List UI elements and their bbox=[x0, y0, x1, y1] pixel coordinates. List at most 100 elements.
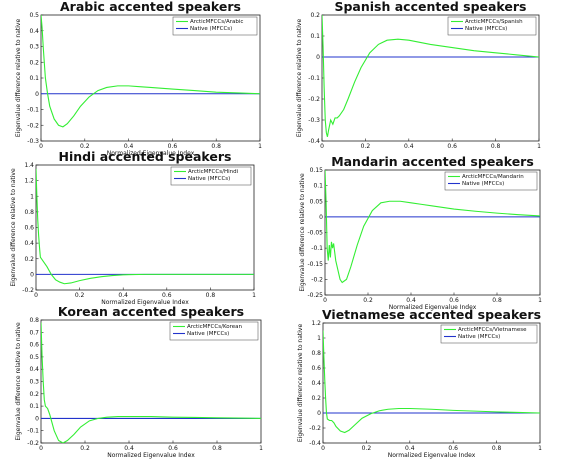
legend-entry: ArcticMFCCs/Spanish bbox=[465, 19, 523, 25]
x-tick-label: 0.4 bbox=[118, 292, 128, 299]
x-tick-label: 1 bbox=[259, 445, 263, 452]
y-tick-label: 0.2 bbox=[310, 12, 320, 19]
x-axis-label: Normalized Eigenvalue Index bbox=[101, 299, 189, 306]
chart-title: Hindi accented speakers bbox=[59, 149, 232, 164]
y-tick-label: -0.2 bbox=[27, 122, 39, 129]
accented-series-line bbox=[325, 170, 540, 284]
y-tick-label: 0.1 bbox=[313, 183, 323, 190]
y-tick-label: 0.7 bbox=[29, 329, 39, 336]
x-axis-label: Normalized Eigenvalue Index bbox=[388, 452, 476, 459]
chart-title: Arabic accented speakers bbox=[60, 0, 241, 14]
x-tick-label: 0.8 bbox=[492, 445, 502, 452]
x-tick-label: 0.8 bbox=[206, 292, 216, 299]
y-tick-label: 0 bbox=[35, 415, 39, 422]
plot-area bbox=[324, 169, 541, 296]
y-tick-label: -0.1 bbox=[311, 245, 323, 252]
x-tick-label: 0.8 bbox=[491, 143, 501, 150]
y-tick-label: -0.3 bbox=[308, 117, 320, 124]
plot-area bbox=[35, 164, 255, 291]
y-axis-label: Eigenvalue difference relative to native bbox=[10, 168, 17, 287]
x-tick-label: 0.2 bbox=[80, 143, 90, 150]
x-tick-label: 0.4 bbox=[124, 143, 134, 150]
y-tick-label: -0.1 bbox=[27, 107, 39, 114]
chart-panel: Hindi accented speakers 0 0.2 0.4 0.6 0.8 1 -0.… bbox=[10, 149, 256, 306]
y-tick-label: -0.15 bbox=[307, 261, 323, 268]
y-tick-label: 0.15 bbox=[310, 167, 324, 174]
y-tick-label: 1.4 bbox=[24, 162, 34, 169]
y-tick-label: -0.1 bbox=[308, 75, 320, 82]
chart-title: Korean accented speakers bbox=[58, 304, 244, 319]
y-tick-label: 0.4 bbox=[24, 240, 34, 247]
y-tick-label: -0.3 bbox=[27, 138, 39, 145]
y-tick-label: 0.2 bbox=[24, 256, 34, 263]
legend-entry: Native (MFCCs) bbox=[187, 331, 229, 337]
chart-panel: Korean accented speakers 0 0.2 0.4 0.6 0.8 1 -0… bbox=[15, 304, 263, 459]
x-axis-label: Normalized Eigenvalue Index bbox=[389, 304, 477, 311]
y-tick-label: 0.2 bbox=[29, 59, 39, 66]
x-tick-label: 0.2 bbox=[363, 297, 373, 304]
x-tick-label: 0.6 bbox=[447, 143, 457, 150]
y-tick-label: -0.1 bbox=[27, 428, 39, 435]
y-tick-label: 1 bbox=[30, 193, 34, 200]
x-axis-label: Normalized Eigenvalue Index bbox=[107, 452, 195, 459]
legend-entry: ArcticMFCCs/Vietnamese bbox=[458, 327, 527, 333]
y-tick-label: -0.2 bbox=[22, 287, 34, 294]
x-tick-label: 1 bbox=[258, 143, 262, 150]
y-tick-label: 0.3 bbox=[29, 44, 39, 51]
y-tick-label: 0.05 bbox=[310, 198, 324, 205]
y-tick-label: 0.3 bbox=[29, 379, 39, 386]
legend-entry: Native (MFCCs) bbox=[458, 334, 500, 340]
y-tick-label: 1.2 bbox=[24, 178, 34, 185]
accented-series-line bbox=[323, 330, 540, 434]
y-tick-label: -0.2 bbox=[309, 425, 321, 432]
x-tick-label: 0 bbox=[34, 292, 38, 299]
y-tick-label: 0.8 bbox=[29, 317, 39, 324]
y-axis-label: Eigenvalue difference relative to native bbox=[15, 322, 22, 441]
y-tick-label: 0.4 bbox=[29, 28, 39, 35]
y-tick-label: 0 bbox=[316, 54, 320, 61]
x-axis-label: Normalized Eigenvalue Index bbox=[107, 150, 195, 157]
x-tick-label: 0.4 bbox=[406, 297, 416, 304]
accented-series-line bbox=[41, 15, 260, 128]
legend-entry: Native (MFCCs) bbox=[190, 26, 232, 32]
y-tick-label: 0 bbox=[317, 410, 321, 417]
legend-box bbox=[169, 321, 259, 341]
x-tick-label: 0 bbox=[323, 297, 327, 304]
legend-box bbox=[440, 324, 538, 344]
y-tick-label: 0.2 bbox=[311, 395, 321, 402]
x-tick-label: 0.4 bbox=[124, 445, 134, 452]
chart-title: Mandarin accented speakers bbox=[331, 154, 534, 169]
chart-title: Spanish accented speakers bbox=[334, 0, 526, 14]
legend-box bbox=[447, 16, 537, 36]
x-tick-label: 0 bbox=[320, 143, 324, 150]
chart-panel: Mandarin accented speakers 0 0.2 0.4 0.6 0.8 1… bbox=[299, 154, 542, 311]
x-tick-label: 0.4 bbox=[404, 143, 414, 150]
y-tick-label: 0 bbox=[30, 271, 34, 278]
x-tick-label: 1 bbox=[538, 297, 542, 304]
accented-series-line bbox=[41, 322, 261, 443]
legend-entry: ArcticMFCCs/Mandarin bbox=[462, 174, 524, 180]
y-tick-label: -0.4 bbox=[309, 440, 321, 447]
y-tick-label: 0.1 bbox=[29, 75, 39, 82]
x-tick-label: 0 bbox=[321, 445, 325, 452]
y-axis-label: Eigenvalue difference relative to native bbox=[15, 19, 22, 138]
x-tick-label: 0.2 bbox=[75, 292, 85, 299]
plot-area bbox=[40, 14, 261, 142]
y-tick-label: 0.8 bbox=[24, 209, 34, 216]
y-axis-label: Eigenvalue difference relative to native bbox=[297, 324, 304, 443]
y-tick-label: -0.2 bbox=[27, 440, 39, 447]
x-tick-label: 0 bbox=[39, 445, 43, 452]
x-tick-label: 0.2 bbox=[362, 445, 372, 452]
legend-entry: Native (MFCCs) bbox=[465, 26, 507, 32]
legend-entry: Native (MFCCs) bbox=[188, 176, 230, 182]
y-tick-label: 0.6 bbox=[311, 365, 321, 372]
x-tick-label: 1 bbox=[537, 143, 541, 150]
y-tick-label: 0.6 bbox=[29, 342, 39, 349]
y-tick-label: 0 bbox=[319, 214, 323, 221]
y-tick-label: 0.5 bbox=[29, 12, 39, 19]
